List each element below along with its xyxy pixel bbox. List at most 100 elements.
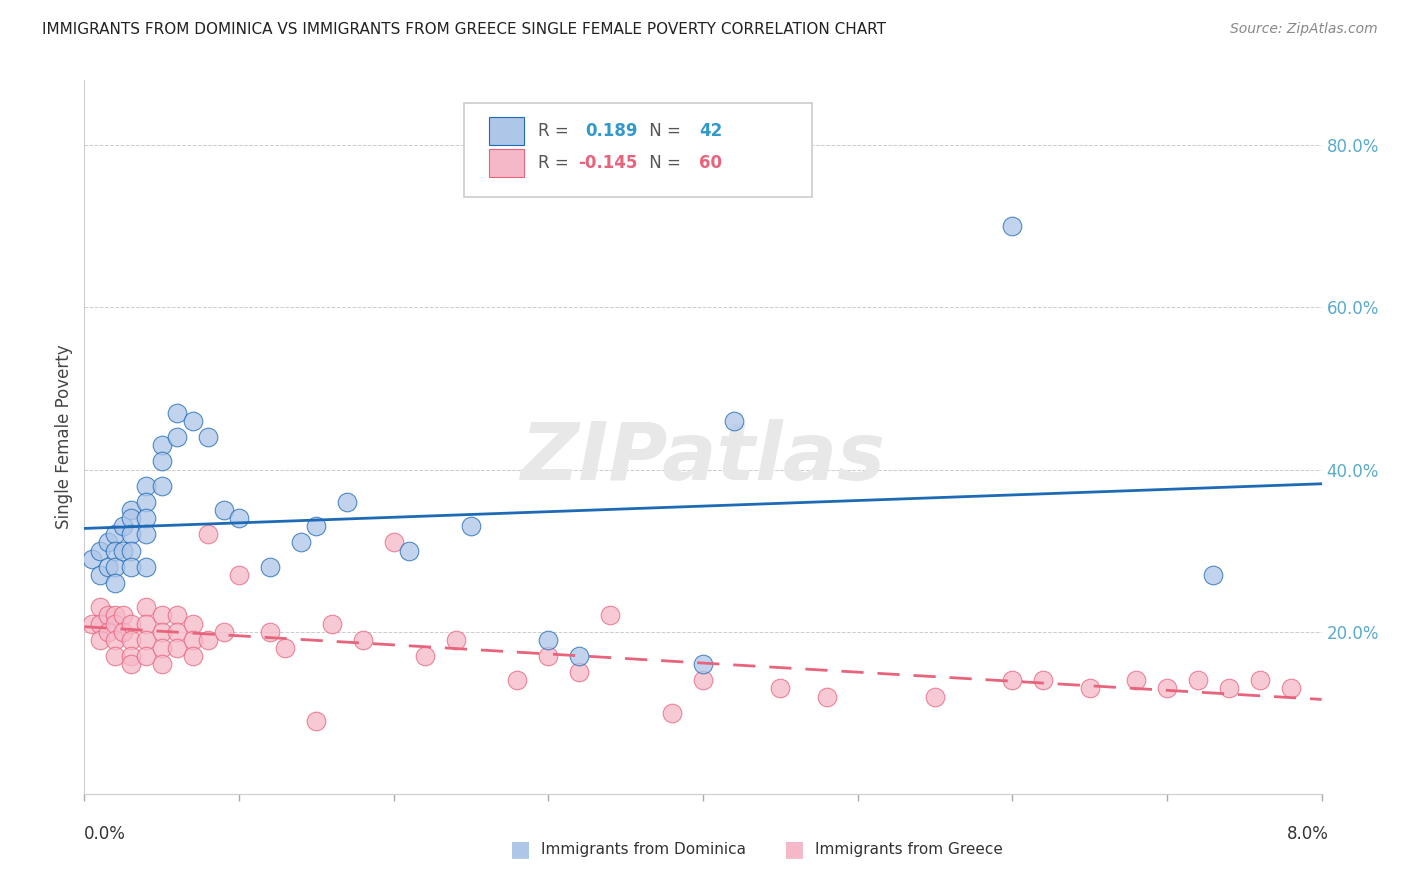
Text: R =: R = [538, 154, 575, 172]
Point [197, 430, 219, 444]
Text: N =: N = [644, 154, 686, 172]
Text: Immigrants from Dominica: Immigrants from Dominica [541, 842, 747, 856]
Text: ■: ■ [785, 839, 804, 859]
Point [104, 608, 127, 623]
Point [1032, 673, 1054, 688]
Point [212, 624, 235, 639]
Point [506, 673, 529, 688]
Text: -0.145: -0.145 [578, 154, 637, 172]
Point [150, 657, 173, 672]
Text: Immigrants from Greece: Immigrants from Greece [815, 842, 1004, 856]
Point [135, 559, 157, 574]
Point [112, 608, 135, 623]
Point [104, 576, 127, 591]
Point [120, 648, 142, 663]
Point [290, 535, 312, 549]
Point [1156, 681, 1178, 696]
Point [104, 632, 127, 647]
Point [197, 527, 219, 541]
Point [89, 616, 111, 631]
Point [1218, 681, 1240, 696]
Point [135, 616, 157, 631]
Point [352, 632, 374, 647]
Text: IMMIGRANTS FROM DOMINICA VS IMMIGRANTS FROM GREECE SINGLE FEMALE POVERTY CORRELA: IMMIGRANTS FROM DOMINICA VS IMMIGRANTS F… [42, 22, 886, 37]
Point [413, 648, 436, 663]
Point [150, 624, 173, 639]
Point [444, 632, 467, 647]
Point [212, 503, 235, 517]
Point [1001, 673, 1024, 688]
Text: ■: ■ [510, 839, 530, 859]
Point [181, 632, 204, 647]
Point [112, 624, 135, 639]
Point [305, 714, 328, 728]
Point [723, 414, 745, 428]
FancyBboxPatch shape [464, 103, 811, 196]
Point [96, 608, 118, 623]
Point [166, 430, 188, 444]
Point [135, 632, 157, 647]
Point [537, 632, 560, 647]
Text: R =: R = [538, 122, 575, 140]
Point [89, 568, 111, 582]
Point [120, 503, 142, 517]
Point [112, 543, 135, 558]
Point [82, 616, 104, 631]
Point [568, 648, 591, 663]
Point [1078, 681, 1101, 696]
Point [135, 495, 157, 509]
Point [82, 551, 104, 566]
Point [112, 519, 135, 533]
Point [120, 559, 142, 574]
Point [692, 673, 714, 688]
Point [1279, 681, 1302, 696]
Point [568, 665, 591, 680]
Point [382, 535, 405, 549]
Point [1202, 568, 1225, 582]
Point [661, 706, 683, 720]
Point [692, 657, 714, 672]
Point [135, 527, 157, 541]
Point [321, 616, 343, 631]
Point [197, 632, 219, 647]
Point [89, 632, 111, 647]
Point [1001, 219, 1024, 234]
Y-axis label: Single Female Poverty: Single Female Poverty [55, 345, 73, 529]
Point [259, 624, 281, 639]
Point [1125, 673, 1147, 688]
Point [150, 640, 173, 655]
Point [815, 690, 838, 704]
Point [305, 519, 328, 533]
FancyBboxPatch shape [489, 118, 523, 145]
Point [150, 479, 173, 493]
Point [599, 608, 621, 623]
Point [96, 559, 118, 574]
Point [150, 438, 173, 452]
Point [96, 535, 118, 549]
Point [120, 632, 142, 647]
Point [135, 479, 157, 493]
Point [181, 414, 204, 428]
Point [120, 657, 142, 672]
Text: 0.189: 0.189 [585, 122, 638, 140]
Point [104, 559, 127, 574]
Point [1249, 673, 1271, 688]
Point [104, 543, 127, 558]
Point [537, 648, 560, 663]
Point [259, 559, 281, 574]
Point [181, 648, 204, 663]
Point [228, 568, 250, 582]
Point [120, 616, 142, 631]
Point [1187, 673, 1209, 688]
Point [166, 406, 188, 420]
Text: 60: 60 [699, 154, 723, 172]
Text: 42: 42 [699, 122, 723, 140]
Point [150, 454, 173, 468]
Point [460, 519, 482, 533]
Point [398, 543, 420, 558]
Point [89, 543, 111, 558]
Point [228, 511, 250, 525]
Point [166, 624, 188, 639]
Point [120, 543, 142, 558]
Point [104, 648, 127, 663]
